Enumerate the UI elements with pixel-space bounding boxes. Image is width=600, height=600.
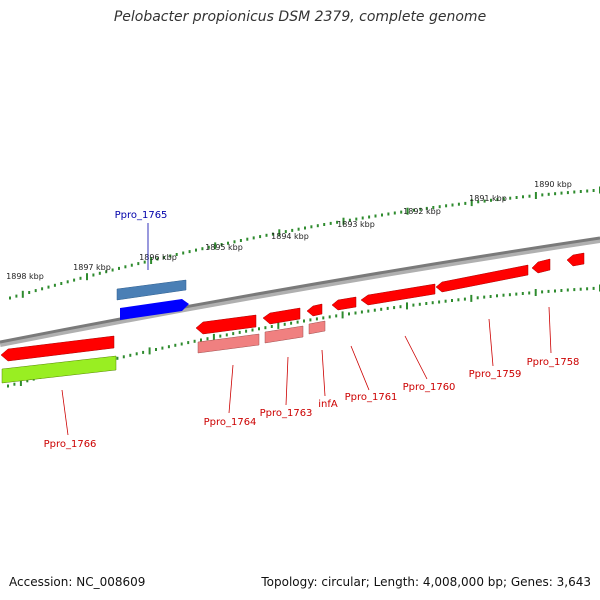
gene-label-infa[interactable]: infA — [318, 399, 338, 410]
leader-line-ppro-1758 — [548, 306, 552, 354]
gene-label-ppro-1759[interactable]: Ppro_1759 — [469, 369, 522, 380]
gene-ppro-1765-outer[interactable] — [116, 279, 187, 301]
genome-summary-text: Topology: circular; Length: 4,008,000 bp… — [261, 575, 591, 589]
tick-track-bottom — [7, 284, 600, 388]
gene-label-ppro-1763[interactable]: Ppro_1763 — [260, 408, 313, 419]
leader-line-ppro-1759 — [488, 318, 494, 367]
gene-ppro-1766-inner[interactable] — [1, 355, 117, 384]
kbp-label: 1894 kbp — [271, 232, 309, 241]
kbp-label: 1892 kbp — [403, 207, 441, 216]
kbp-label: 1895 kbp — [205, 243, 243, 252]
gene-ppro-1764-inner[interactable] — [197, 333, 260, 354]
gene-infa-inner[interactable] — [308, 320, 326, 335]
leader-line-infa — [321, 349, 326, 397]
gene-ppro-1759[interactable] — [435, 264, 529, 293]
tick-track-top — [9, 186, 600, 300]
kbp-label: 1896 kbp — [139, 253, 177, 262]
gene-fragment[interactable] — [566, 252, 585, 267]
gene-label-ppro-1761[interactable]: Ppro_1761 — [345, 392, 398, 403]
kbp-label: 1890 kbp — [534, 180, 572, 189]
genome-backbone — [0, 236, 600, 344]
gene-ppro-1763-inner[interactable] — [264, 325, 304, 344]
gene-label-ppro-1766[interactable]: Ppro_1766 — [44, 439, 97, 450]
kbp-label: 1897 kbp — [73, 263, 111, 272]
leader-line-ppro-1761 — [350, 345, 370, 391]
gene-infa[interactable] — [306, 303, 323, 317]
gene-label-ppro-1758[interactable]: Ppro_1758 — [527, 357, 580, 368]
map-title: Pelobacter propionicus DSM 2379, complet… — [113, 9, 487, 25]
gene-label-ppro-1760[interactable]: Ppro_1760 — [403, 382, 456, 393]
gene-ppro-1761[interactable] — [331, 296, 357, 311]
leader-line-ppro-1760 — [404, 335, 428, 380]
gene-ppro-1764[interactable] — [195, 314, 257, 335]
leader-line-ppro-1764 — [228, 364, 234, 414]
gene-ppro-1763[interactable] — [262, 307, 301, 325]
leader-line-ppro-1766 — [61, 389, 69, 436]
gene-ppro-1760[interactable] — [360, 283, 436, 306]
kbp-label: 1898 kbp — [6, 272, 44, 281]
leader-line-ppro-1763 — [285, 356, 289, 406]
gene-ppro-1758[interactable] — [531, 258, 551, 274]
gene-ppro-1766[interactable] — [0, 335, 115, 362]
accession-text: Accession: NC_008609 — [9, 575, 146, 589]
genome-backbone-shadow — [0, 237, 600, 347]
kbp-label: 1893 kbp — [337, 220, 375, 229]
kbp-label: 1891 kbp — [469, 194, 507, 203]
gene-label-ppro-1764[interactable]: Ppro_1764 — [204, 417, 257, 428]
gene-label-ppro-1765[interactable]: Ppro_1765 — [115, 210, 168, 221]
gene-ppro-1765[interactable] — [120, 299, 189, 320]
